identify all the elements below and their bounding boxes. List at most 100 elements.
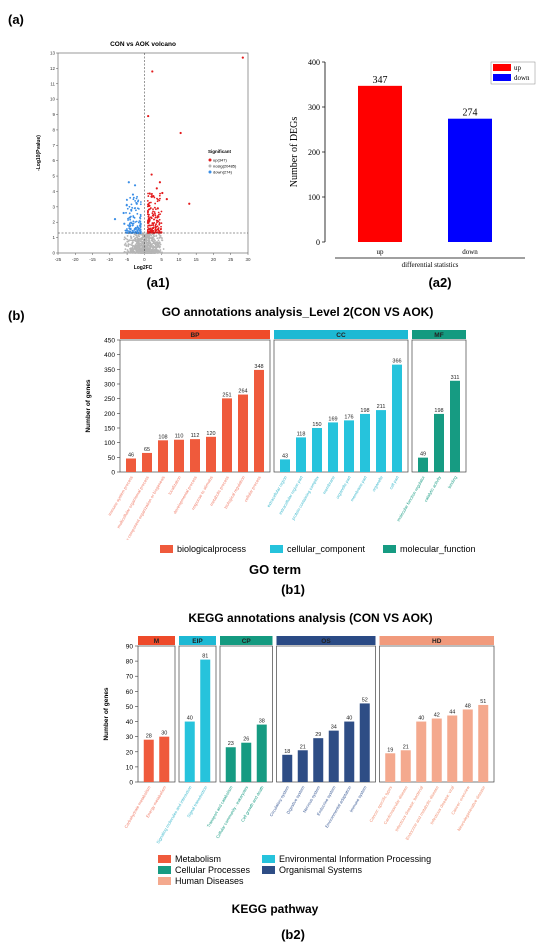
legend-swatch — [262, 855, 275, 863]
legend-label: nosig(20485) — [213, 164, 237, 169]
y-tick-label: 0 — [129, 780, 133, 787]
nosig-point — [143, 252, 145, 254]
bar-value-label: 211 — [377, 404, 386, 410]
bar — [313, 738, 324, 782]
nosig-point — [138, 249, 141, 252]
bar — [434, 413, 444, 472]
volcano-point — [133, 184, 137, 187]
nosig-point — [158, 236, 161, 239]
y-tick-label: 0 — [111, 470, 115, 477]
up-point — [150, 216, 152, 219]
nosig-point — [126, 238, 129, 241]
bar-value-label: 112 — [191, 433, 200, 439]
nosig-point — [138, 246, 140, 249]
bar — [344, 721, 355, 782]
deg-legend-label: down — [514, 74, 530, 82]
down-point — [134, 221, 137, 223]
y-tick-label: 50 — [126, 704, 134, 711]
kegg-bar-chart: KEGG annotations analysis (CON VS AOK) 0 1… — [103, 611, 495, 845]
go-bar-chart: GO annotations analysis_Level 2(CON VS A… — [85, 305, 467, 540]
bar — [241, 742, 252, 782]
bar-value-label: 169 — [328, 416, 337, 422]
nosig-point — [134, 247, 137, 250]
bar-value-label: 34 — [331, 725, 337, 731]
down-point — [124, 229, 127, 232]
bar — [392, 364, 402, 472]
up-point — [151, 231, 154, 234]
bar-category-label: localization — [167, 474, 182, 495]
legend-label: Organismal Systems — [279, 865, 363, 875]
up-point — [151, 212, 154, 215]
y-tick-label: 12 — [50, 66, 56, 71]
up-point — [157, 220, 160, 223]
bar — [184, 721, 195, 782]
legend-item: Cellular Processes — [158, 865, 250, 875]
volcano-point — [131, 193, 135, 196]
nosig-point — [136, 236, 139, 239]
y-tick-label: 90 — [126, 644, 134, 651]
bar — [344, 420, 354, 472]
bar-value-label: 65 — [144, 447, 150, 453]
bar-value-label: 348 — [254, 364, 263, 370]
down-point — [132, 198, 135, 201]
bar — [126, 458, 136, 472]
bar-category-label: Infectious disease: bacterial — [394, 785, 424, 832]
up-point — [154, 224, 157, 227]
x-tick-label: -10 — [107, 257, 114, 262]
volcano-point — [155, 187, 158, 190]
group-header-OS — [276, 636, 376, 645]
nosig-point — [154, 247, 157, 249]
nosig-point — [136, 252, 138, 254]
group-header-EIP — [179, 636, 216, 645]
nosig-point — [130, 244, 133, 247]
nosig-point — [145, 242, 148, 244]
volcano-title: CON vs AOK volcano — [110, 41, 176, 48]
bar-value-label: 120 — [206, 431, 215, 437]
bar-value-label: 81 — [202, 654, 208, 660]
bar-category-label: binding — [447, 474, 458, 489]
bar-value-label: 40 — [346, 716, 352, 722]
nosig-point — [123, 238, 126, 241]
up-point — [159, 197, 161, 200]
up-point — [151, 214, 154, 217]
down-point — [130, 203, 133, 206]
nosig-point — [154, 245, 157, 247]
chart-ylabel: Number of genes — [103, 687, 110, 740]
up-point — [151, 222, 154, 224]
nosig-point — [144, 234, 147, 237]
group-frame — [276, 645, 376, 783]
nosig-point — [152, 234, 155, 237]
group-header-CP — [220, 636, 273, 645]
nosig-point — [124, 242, 127, 245]
down-point — [129, 196, 132, 199]
bar-value-label: 150 — [312, 422, 321, 428]
y-tick-label: 200 — [104, 411, 115, 418]
legend-item: Environmental Information Processing — [262, 854, 431, 864]
y-tick-label: 100 — [308, 193, 320, 202]
bar — [296, 437, 306, 472]
y-tick-label: 1 — [52, 235, 55, 240]
nosig-point — [159, 243, 162, 246]
y-tick-label: 9 — [52, 112, 55, 117]
legend-marker — [208, 164, 212, 168]
legend-label: cellular_component — [287, 544, 366, 554]
down-point — [128, 225, 131, 228]
bar — [478, 704, 489, 782]
panel-label-a2: (a2) — [428, 275, 452, 290]
up-point — [154, 228, 157, 231]
up-point — [156, 200, 159, 203]
up-point — [147, 216, 150, 218]
nosig-point — [140, 238, 143, 241]
down-point — [139, 226, 142, 229]
bar-category-label: Carbohydrate metabolism — [123, 785, 152, 829]
nosig-point — [149, 252, 151, 254]
down-point — [138, 220, 141, 222]
down-point — [128, 212, 131, 215]
legend-marker — [208, 170, 212, 174]
up-point — [155, 219, 158, 222]
bar — [206, 436, 216, 472]
x-tick-label: 10 — [176, 257, 182, 262]
bar-category-label: organelle part — [335, 474, 353, 499]
nosig-point — [124, 251, 127, 254]
bar-value-label: 21 — [403, 744, 409, 750]
